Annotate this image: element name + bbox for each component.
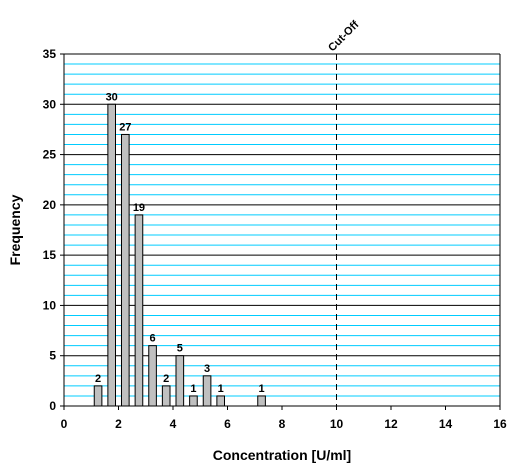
bar-value-label: 30 — [106, 91, 118, 103]
y-axis-title: Frequency — [7, 194, 23, 265]
bar — [175, 355, 185, 407]
x-tick-label: 4 — [170, 417, 177, 431]
y-tick-label: 5 — [49, 349, 56, 363]
x-tick-label: 0 — [61, 417, 68, 431]
bar-value-label: 5 — [177, 343, 183, 355]
bar-value-label: 1 — [218, 383, 224, 395]
bar — [148, 345, 157, 407]
bar — [93, 385, 103, 407]
bar — [120, 133, 130, 407]
x-tick-label: 16 — [493, 417, 507, 431]
x-tick-label: 14 — [439, 417, 453, 431]
cutoff-label: Cut-Off — [326, 19, 362, 55]
bar-value-label: 27 — [119, 121, 131, 133]
bar — [134, 214, 144, 407]
bar-value-label: 1 — [259, 383, 265, 395]
bar — [161, 385, 171, 407]
y-tick-label: 35 — [43, 47, 57, 61]
y-tick-label: 15 — [43, 248, 57, 262]
y-tick-label: 10 — [43, 298, 57, 312]
y-tick-label: 25 — [43, 148, 57, 162]
x-tick-labels: 0 2 4 6 8 10 12 14 16 — [61, 406, 507, 431]
bar — [202, 375, 212, 407]
bar-value-label: 3 — [204, 363, 210, 375]
bar — [189, 395, 198, 407]
bar-value-label: 2 — [95, 373, 101, 385]
y-tick-label: 30 — [43, 97, 57, 111]
x-tick-label: 10 — [330, 417, 344, 431]
bar-value-label: 6 — [150, 333, 156, 345]
bar — [107, 103, 117, 407]
x-tick-label: 2 — [115, 417, 122, 431]
x-axis-title: Concentration [U/ml] — [213, 447, 351, 463]
x-tick-label: 12 — [384, 417, 398, 431]
bar-value-label: 19 — [133, 202, 145, 214]
bar — [216, 395, 226, 407]
y-tick-label: 20 — [43, 198, 57, 212]
x-tick-label: 6 — [224, 417, 231, 431]
bar-value-label: 1 — [190, 383, 196, 395]
x-tick-label: 8 — [279, 417, 286, 431]
bar — [257, 395, 266, 407]
y-tick-label: 0 — [49, 399, 56, 413]
bar-value-label: 2 — [163, 373, 169, 385]
y-tick-labels: 0 5 10 15 20 25 30 35 — [43, 47, 64, 413]
